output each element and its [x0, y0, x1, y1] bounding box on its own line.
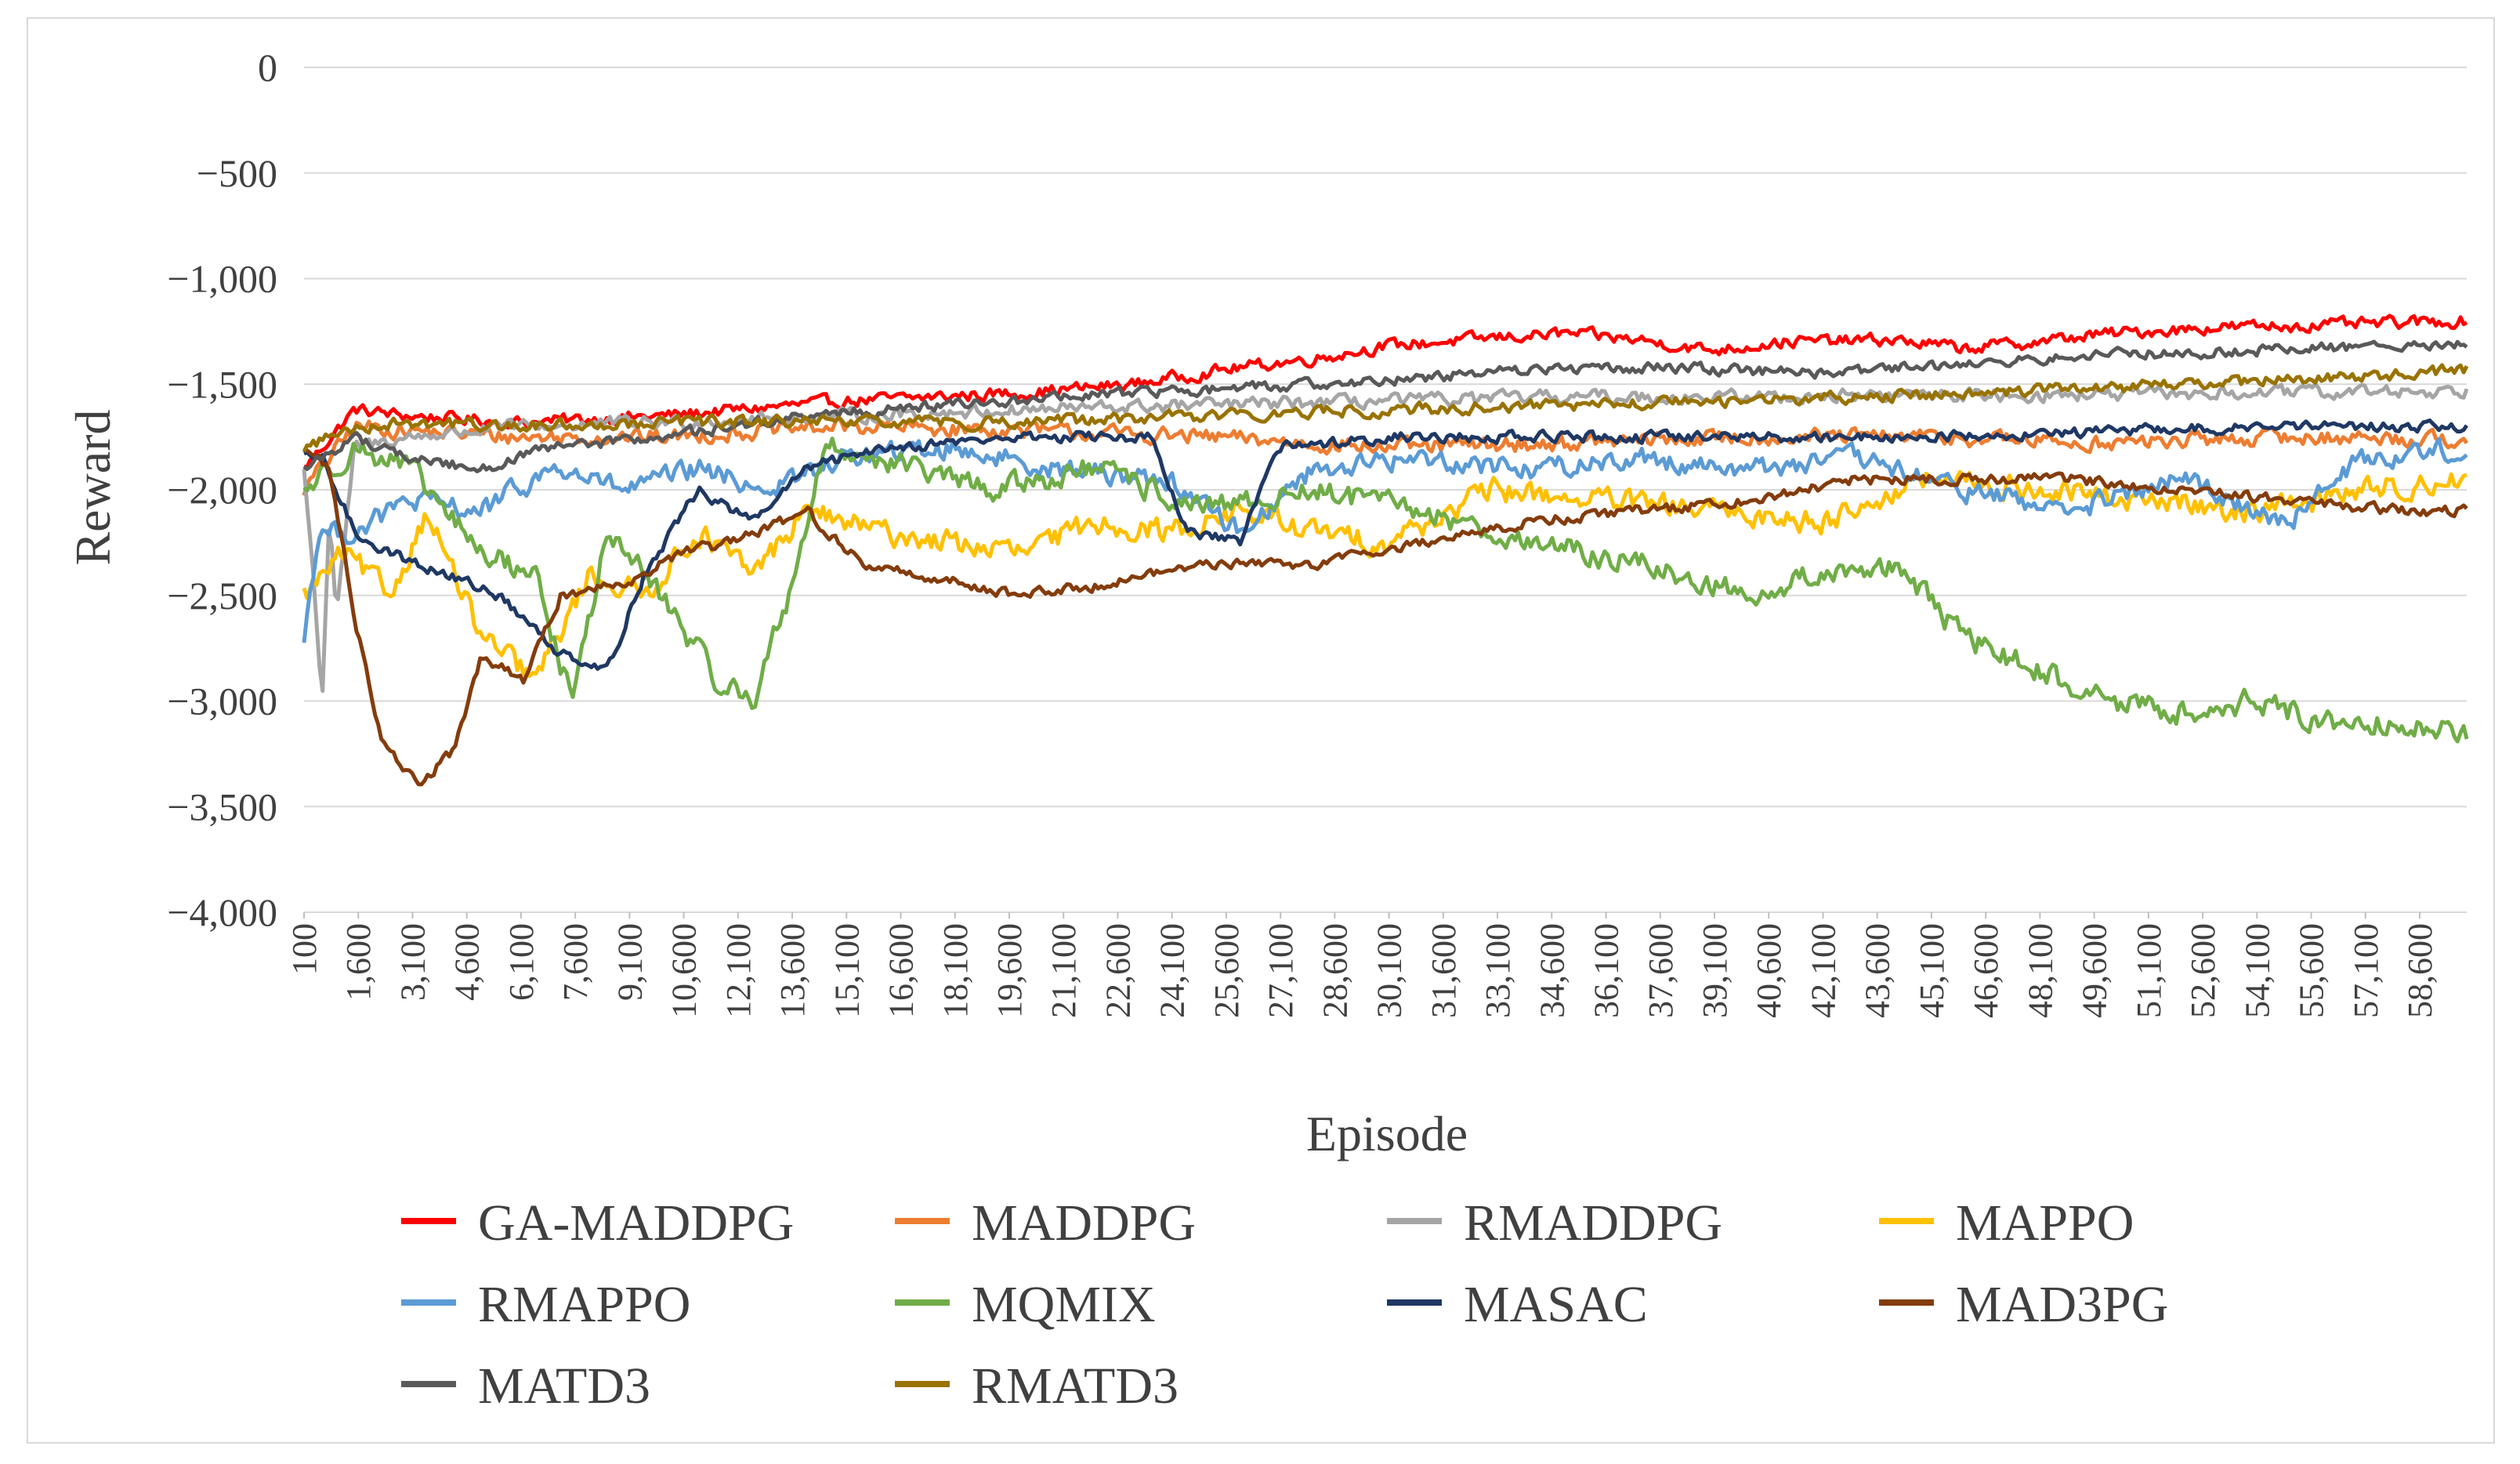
y-tick-label: −1,000	[167, 257, 277, 301]
legend-label: MADDPG	[972, 1194, 1196, 1252]
series-line-masac	[303, 418, 2469, 671]
legend-label: RMADDPG	[1464, 1194, 1722, 1252]
y-tick-label: 0	[258, 45, 277, 89]
x-tick-label: 55,600	[2293, 923, 2331, 1018]
series-line-matd3	[302, 339, 2468, 473]
x-tick-label: 15,100	[827, 923, 866, 1018]
x-tick-label: 21,100	[1045, 923, 1083, 1018]
y-tick-label: −3,500	[167, 785, 277, 828]
legend-label: MAD3PG	[1956, 1276, 2168, 1333]
chart-frame	[27, 17, 2495, 1444]
x-tick-label: 10,600	[665, 923, 704, 1018]
legend-label: RMAPPO	[478, 1276, 690, 1333]
y-tick-label: −2,500	[167, 574, 277, 618]
x-tick-label: 22,600	[1099, 923, 1137, 1018]
x-tick-label: 3,100	[393, 923, 432, 1001]
x-tick-label: 49,600	[2076, 923, 2114, 1018]
y-tick-label: −4,000	[167, 890, 277, 934]
legend-label: MASAC	[1464, 1276, 1648, 1333]
x-tick-label: 100	[285, 923, 324, 975]
legend-label: MQMIX	[972, 1276, 1156, 1333]
legend-item: RMADDPG	[1387, 1194, 1722, 1252]
y-tick-label: −500	[197, 151, 277, 195]
x-tick-label: 9,100	[610, 923, 649, 1001]
series-line-rmappo	[302, 437, 2468, 643]
x-axis-title: Episode	[1306, 1106, 1468, 1161]
x-tick-label: 48,100	[2021, 923, 2059, 1018]
x-tick-label: 28,600	[1316, 923, 1354, 1018]
x-tick-label: 1,600	[339, 923, 378, 1001]
x-tick-label: 34,600	[1533, 923, 1571, 1018]
y-tick-label: −1,500	[167, 362, 277, 406]
x-tick-label: 4,600	[448, 923, 487, 1001]
x-tick-label: 43,600	[1859, 923, 1897, 1018]
series-line-maddpg	[302, 415, 2469, 496]
legend-label: RMATD3	[972, 1357, 1179, 1415]
x-tick-label: 52,600	[2184, 923, 2222, 1018]
y-tick-label: −3,000	[167, 679, 277, 723]
x-tick-label: 46,600	[1967, 923, 2005, 1018]
x-tick-label: 27,100	[1262, 923, 1300, 1018]
x-axis-ticks: 100 1,600 3,100 4,600 6,100 7,600 9,100 10,600 1…	[285, 912, 2439, 1018]
x-tick-label: 40,600	[1750, 923, 1788, 1018]
x-tick-label: 54,100	[2238, 923, 2276, 1018]
x-tick-label: 6,100	[502, 923, 541, 1001]
x-tick-label: 33,100	[1479, 923, 1517, 1018]
legend-label: GA-MADDPG	[478, 1194, 794, 1252]
legend-label: MATD3	[478, 1357, 650, 1415]
legend-item: MQMIX	[895, 1276, 1156, 1333]
x-tick-label: 31,600	[1425, 923, 1463, 1018]
series-line-mappo	[302, 469, 2468, 679]
legend-item: MATD3	[401, 1357, 650, 1415]
legend-item: MAD3PG	[1879, 1276, 2168, 1333]
y-tick-label: −2,000	[167, 468, 277, 512]
series-line-mad3pg	[302, 447, 2468, 787]
legend-item: MASAC	[1387, 1276, 1648, 1333]
legend-label: MAPPO	[1956, 1194, 2134, 1252]
legend-item: RMATD3	[895, 1357, 1179, 1415]
x-tick-label: 57,100	[2347, 923, 2385, 1018]
series-lines	[302, 313, 2469, 787]
x-tick-label: 36,100	[1588, 923, 1626, 1018]
legend: GA-MADDPG MADDPG RMADDPG MAPPO RMAPPO MQMIX MA…	[401, 1194, 2168, 1415]
x-tick-label: 24,100	[1153, 923, 1192, 1018]
gridlines	[304, 67, 2467, 913]
x-tick-label: 37,600	[1642, 923, 1680, 1018]
x-tick-label: 25,600	[1208, 923, 1246, 1018]
x-tick-label: 30,100	[1370, 923, 1409, 1018]
x-tick-label: 16,600	[882, 923, 921, 1018]
series-line-rmaddpg	[302, 382, 2469, 693]
x-tick-label: 12,100	[719, 923, 758, 1018]
legend-item: GA-MADDPG	[401, 1194, 794, 1252]
x-tick-label: 7,600	[556, 923, 595, 1001]
series-line-ga-maddpg	[303, 313, 2468, 469]
x-tick-label: 42,100	[1804, 923, 1842, 1018]
legend-item: MAPPO	[1879, 1194, 2134, 1252]
x-tick-label: 51,100	[2130, 923, 2168, 1018]
legend-item: MADDPG	[895, 1194, 1196, 1252]
x-tick-label: 58,600	[2401, 923, 2439, 1018]
x-tick-label: 39,100	[1696, 923, 1734, 1018]
x-tick-label: 18,100	[936, 923, 975, 1018]
series-line-mqmix	[302, 437, 2469, 744]
x-tick-label: 45,100	[1913, 923, 1951, 1018]
y-axis-ticks: 0 −500 −1,000 −1,500 −2,000 −2,500 −3,000 −3,50…	[167, 45, 277, 934]
y-axis-title: Reward	[65, 409, 121, 565]
legend-item: RMAPPO	[401, 1276, 690, 1333]
x-tick-label: 19,600	[990, 923, 1029, 1018]
series-line-rmatd3	[302, 363, 2469, 453]
x-tick-label: 13,600	[773, 923, 812, 1018]
